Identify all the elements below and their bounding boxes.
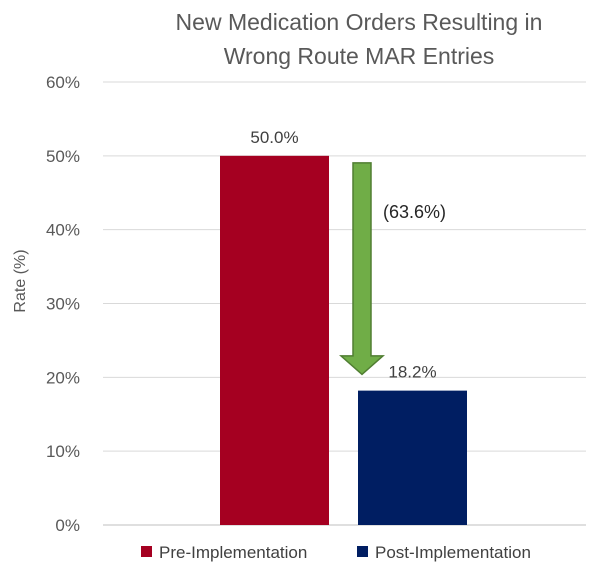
y-tick-label: 10%: [46, 442, 80, 461]
legend-label: Pre-Implementation: [159, 543, 307, 562]
y-tick-label: 50%: [46, 147, 80, 166]
y-tick-label: 60%: [46, 73, 80, 92]
y-tick-label: 40%: [46, 221, 80, 240]
y-tick-label: 30%: [46, 295, 80, 314]
y-tick-label: 0%: [55, 516, 80, 535]
legend-label: Post-Implementation: [375, 543, 531, 562]
data-label: 50.0%: [250, 128, 298, 147]
y-tick-labels: 0% 10% 20% 30% 40% 50% 60%: [46, 73, 80, 535]
legend-swatch: [357, 546, 368, 557]
bar-post-implementation: [358, 390, 467, 525]
bar-pre-implementation: [220, 155, 329, 526]
legend: Pre-Implementation Post-Implementation: [141, 543, 531, 562]
bars: [220, 155, 467, 526]
legend-swatch: [141, 546, 152, 557]
down-arrow-icon: [339, 162, 385, 376]
data-labels: 50.0% 18.2%: [250, 128, 436, 382]
data-label: 18.2%: [388, 363, 436, 382]
chart-title-line-1: New Medication Orders Resulting in: [176, 9, 543, 35]
y-tick-label: 20%: [46, 368, 80, 387]
gridlines: [103, 81, 586, 526]
y-axis-label: Rate (%): [12, 249, 29, 312]
chart-title: New Medication Orders Resulting in Wrong…: [176, 9, 543, 69]
reduction-label: (63.6%): [383, 202, 446, 222]
chart-title-line-2: Wrong Route MAR Entries: [224, 43, 495, 69]
reduction-annotation: (63.6%): [339, 162, 446, 376]
